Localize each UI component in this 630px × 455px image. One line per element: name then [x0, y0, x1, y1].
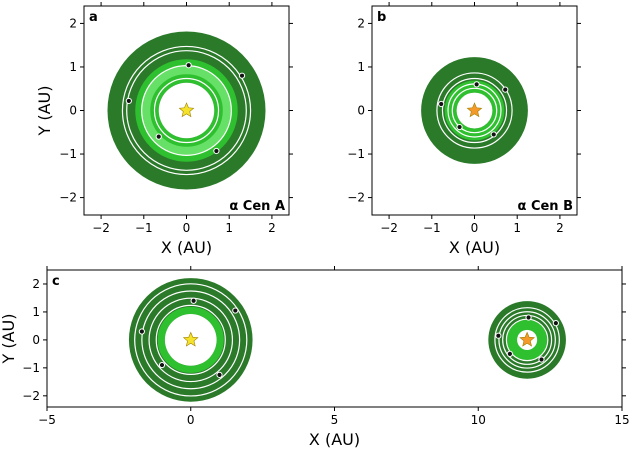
y-tick-label: 0 [32, 333, 40, 347]
star-marker [519, 331, 536, 347]
x-tick-label: 0 [183, 221, 191, 235]
planet-marker [473, 81, 480, 88]
y-tick-label: 1 [69, 60, 77, 74]
x-tick-label: −5 [38, 413, 56, 427]
x-tick-label: −1 [135, 221, 153, 235]
habitable-zone-inner [157, 306, 224, 373]
panel-label: b [377, 10, 386, 25]
planet-marker [216, 371, 223, 378]
planet-marker [125, 97, 132, 105]
x-tick-label: −2 [380, 221, 398, 235]
x-tick-label: 1 [513, 221, 521, 235]
y-tick-label: 0 [357, 104, 365, 118]
star-name-label: α Cen B [517, 199, 573, 214]
x-axis-label: X (AU) [309, 430, 360, 449]
x-tick-label: −1 [423, 221, 441, 235]
x-tick-label: 15 [614, 413, 629, 427]
y-tick-label: −1 [22, 361, 40, 375]
y-tick-label: 2 [32, 277, 40, 291]
orbit-ring [126, 50, 247, 171]
planet-marker [158, 361, 166, 369]
planet-marker [138, 328, 145, 335]
panel-label: c [52, 274, 60, 289]
y-tick-label: −1 [347, 147, 365, 161]
panel-b: −2 −1 0 1 2 −2 −1 0 1 2 X (AU) b α Cen B [347, 2, 581, 257]
x-tick-label: 2 [556, 221, 564, 235]
y-tick-label: −2 [347, 191, 365, 205]
habitable-zone-core [141, 65, 232, 156]
y-axis-label: Y (AU) [35, 86, 54, 137]
planet-marker [538, 356, 545, 363]
orbit-ring [121, 45, 252, 176]
orbit-ring [441, 77, 508, 144]
x-axis-label: X (AU) [161, 238, 212, 257]
planet-marker [495, 332, 502, 339]
star-marker [182, 331, 199, 347]
y-axis-label: Y (AU) [0, 314, 18, 365]
orbit-ring [153, 77, 220, 144]
planet-marker [155, 133, 162, 140]
y-tick-label: −2 [22, 389, 40, 403]
panel-c: −5 0 5 10 15 −2 −1 0 1 2 X (AU) Y (AU) c [0, 266, 630, 449]
y-tick-label: 1 [32, 305, 40, 319]
planet-marker [525, 314, 532, 321]
orbit-ring [155, 304, 226, 375]
x-tick-label: 5 [331, 413, 339, 427]
orbit-ring [148, 297, 234, 383]
planet-marker [502, 86, 509, 93]
y-tick-label: −2 [59, 191, 77, 205]
planet-marker [438, 100, 445, 108]
orbit-ring [134, 283, 248, 397]
panel-a: −2 −1 0 1 2 −2 −1 0 1 2 X (AU) Y (AU) a α Cen A [35, 2, 293, 257]
star-marker [178, 102, 195, 118]
x-tick-label: 0 [187, 413, 195, 427]
x-tick-label: −2 [92, 221, 110, 235]
star-name-label: α Cen A [229, 199, 285, 214]
planet-marker [552, 320, 559, 327]
x-tick-label: 0 [471, 221, 479, 235]
y-tick-label: 2 [357, 16, 365, 30]
planet-marker [213, 147, 220, 155]
planet-marker [185, 62, 192, 69]
x-axis-label: X (AU) [449, 238, 500, 257]
x-tick-label: 1 [225, 221, 233, 235]
orbit-ring [451, 87, 498, 134]
y-tick-label: −1 [59, 147, 77, 161]
habitable-zone-inner [507, 319, 548, 361]
orbit-ring [494, 307, 560, 373]
x-tick-label: 10 [471, 413, 486, 427]
star-marker [466, 102, 483, 118]
plot-area [128, 278, 566, 402]
plot-area [421, 57, 528, 164]
x-tick-label: 2 [268, 221, 276, 235]
planet-marker [456, 123, 463, 131]
y-tick-label: 0 [69, 104, 77, 118]
planet-marker [490, 131, 497, 138]
y-tick-label: 1 [357, 60, 365, 74]
plot-area [107, 31, 266, 190]
y-tick-label: 2 [69, 16, 77, 30]
panel-label: a [89, 10, 98, 25]
orbit-ring [436, 72, 513, 149]
planet-marker [238, 72, 246, 79]
planet-marker [232, 307, 239, 314]
orbit-ring [498, 311, 556, 369]
orbit-ring [141, 290, 241, 390]
planet-marker [506, 350, 513, 357]
planet-marker [190, 297, 197, 304]
